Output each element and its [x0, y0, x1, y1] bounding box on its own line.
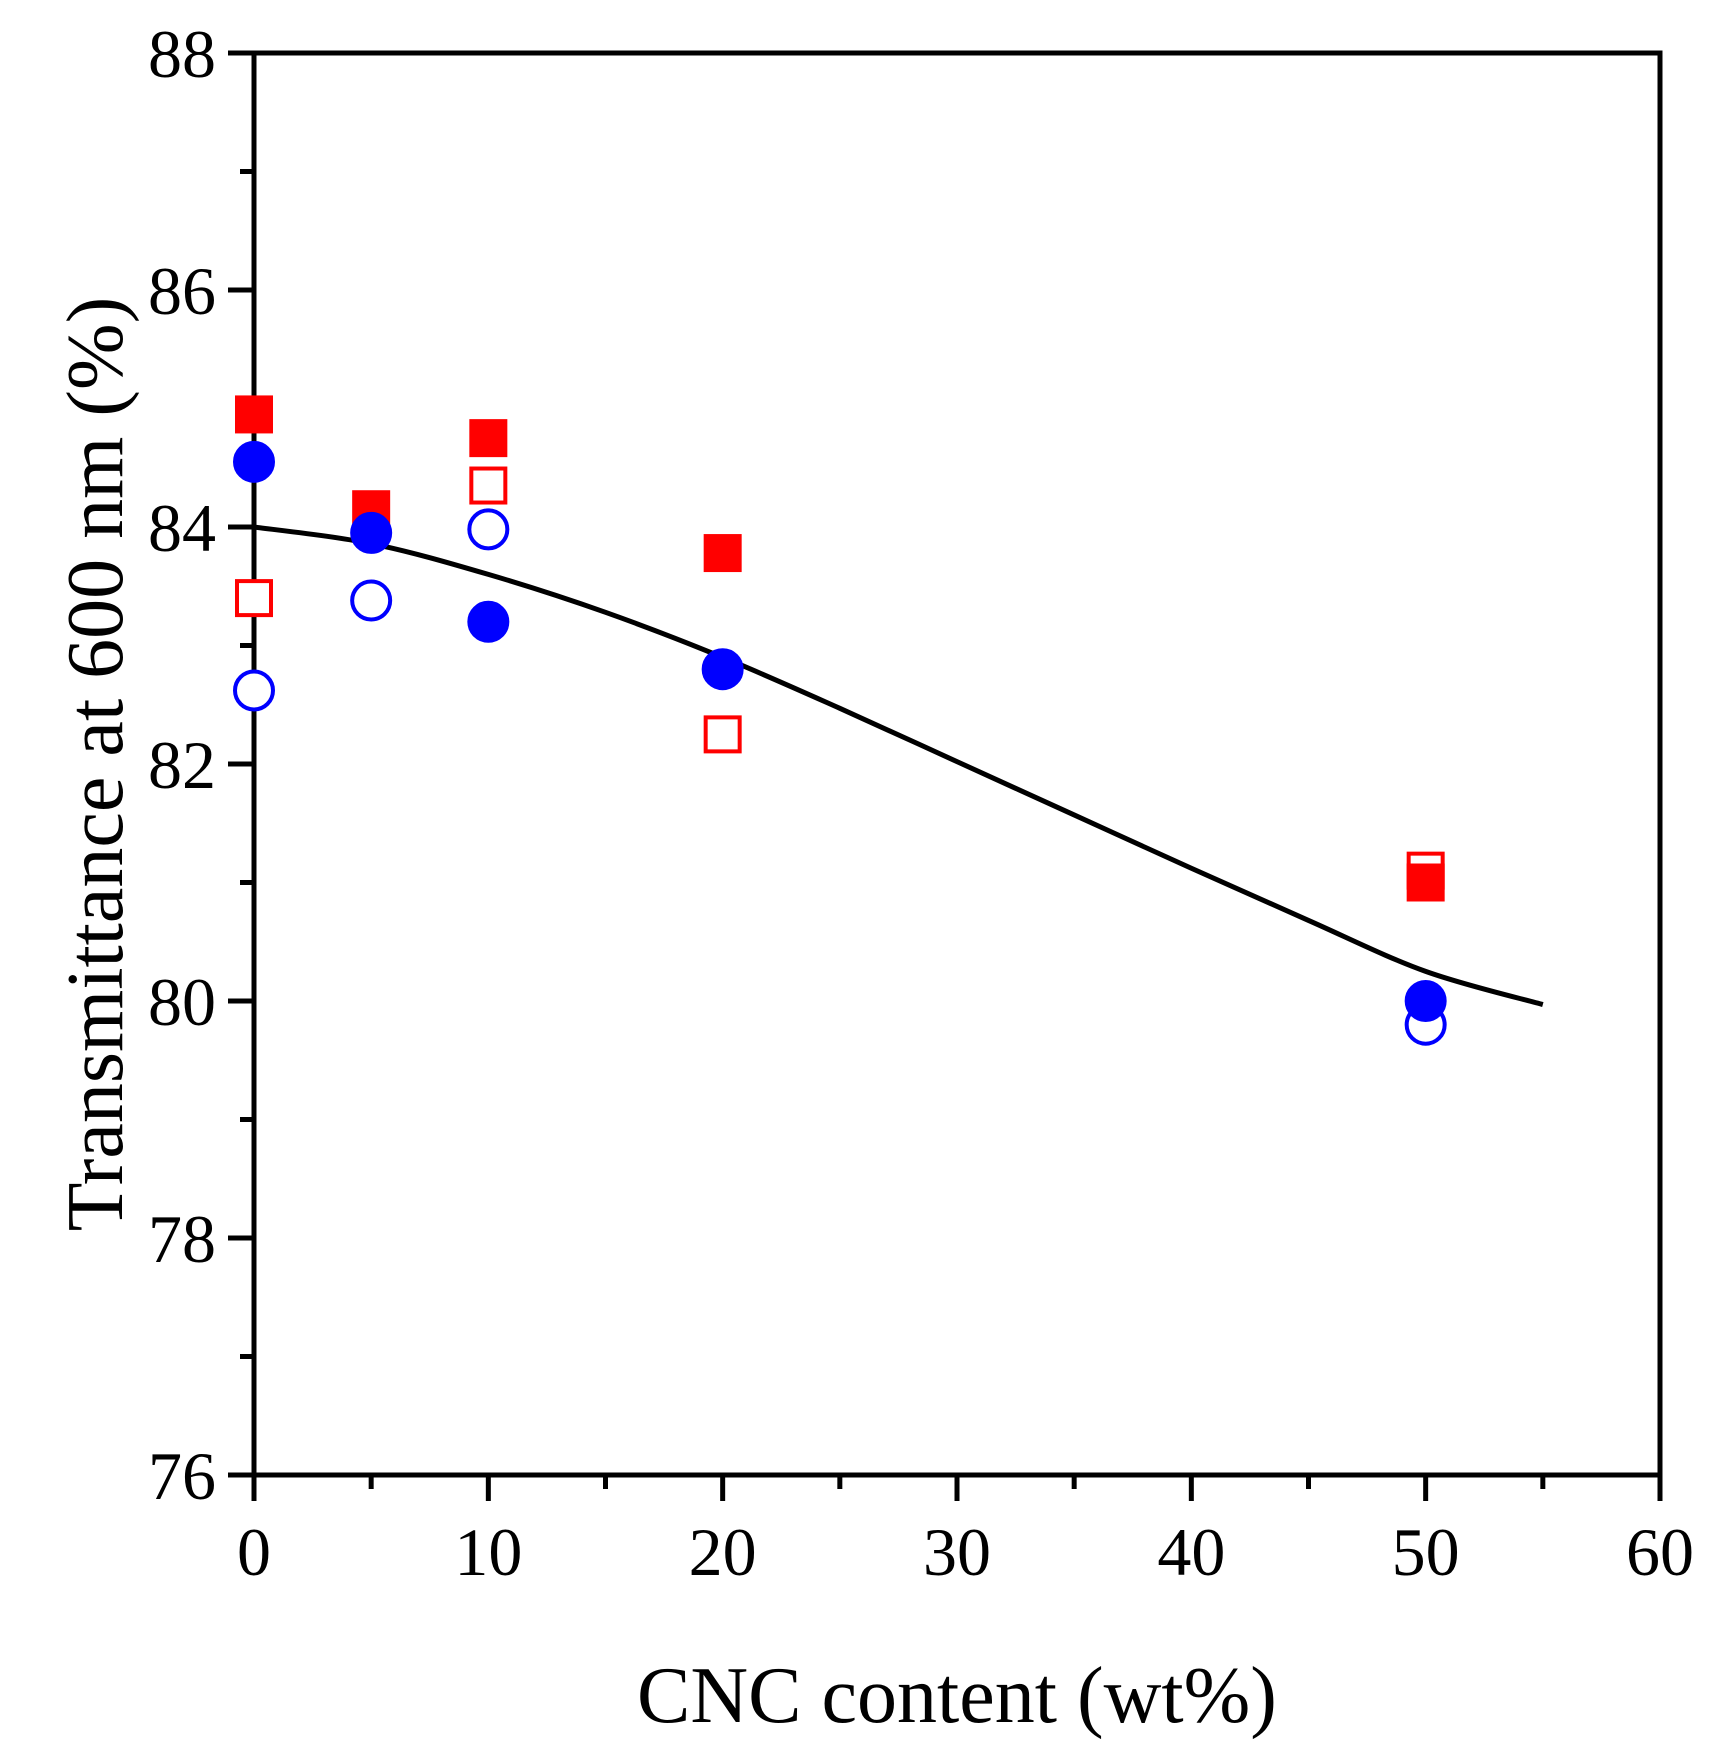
y-tick-label: 78: [148, 1201, 216, 1277]
x-tick-label: 30: [923, 1514, 991, 1590]
filled-blue-circle-point: [1404, 980, 1447, 1022]
filled-blue-circle-point: [350, 511, 393, 554]
data-points: [233, 395, 1447, 1046]
filled-red-square-point: [235, 395, 273, 434]
x-axis-title: CNC content (wt%): [637, 1652, 1277, 1740]
x-tick-label: 40: [1157, 1514, 1225, 1590]
x-axis-ticks: [251, 1475, 1663, 1501]
y-axis-ticks: [228, 50, 254, 1478]
y-tick-label: 86: [148, 253, 216, 329]
hollow-red-square-point: [703, 715, 742, 754]
y-tick-label: 82: [148, 727, 216, 803]
y-tick-label: 88: [148, 16, 216, 92]
filled-blue-circle-point: [233, 440, 275, 483]
y-axis-tick-labels: 76 78 80 82 84 86 88: [148, 16, 216, 1514]
y-tick-label: 76: [148, 1438, 216, 1514]
x-tick-label: 0: [237, 1514, 271, 1590]
filled-red-square-point: [1406, 863, 1445, 902]
y-tick-label: 80: [148, 964, 216, 1040]
hollow-blue-circle-point: [467, 508, 510, 551]
x-tick-label: 20: [689, 1514, 757, 1590]
fit-curve-line: [253, 524, 1544, 1007]
filled-blue-circle-point: [701, 648, 744, 691]
x-tick-label: 60: [1626, 1514, 1694, 1590]
x-tick-label: 50: [1392, 1514, 1460, 1590]
plot-area: 0 10 20 30 40 50 60 76 78 80 82 84 86 88: [148, 16, 1694, 1590]
hollow-blue-circle-point: [350, 579, 393, 622]
fit-curve-group: [253, 524, 1544, 1007]
y-axis-title: Transmittance at 600 nm (%): [52, 297, 140, 1232]
hollow-blue-circle-point: [233, 669, 275, 712]
x-tick-label: 10: [454, 1514, 522, 1590]
hollow-red-square-point: [235, 579, 273, 618]
hollow-red-square-point: [469, 466, 508, 505]
y-tick-label: 84: [148, 490, 216, 566]
filled-red-square-point: [469, 419, 508, 458]
filled-blue-circle-point: [467, 600, 510, 643]
filled-red-square-point: [703, 534, 742, 573]
x-axis-tick-labels: 0 10 20 30 40 50 60: [237, 1514, 1694, 1590]
